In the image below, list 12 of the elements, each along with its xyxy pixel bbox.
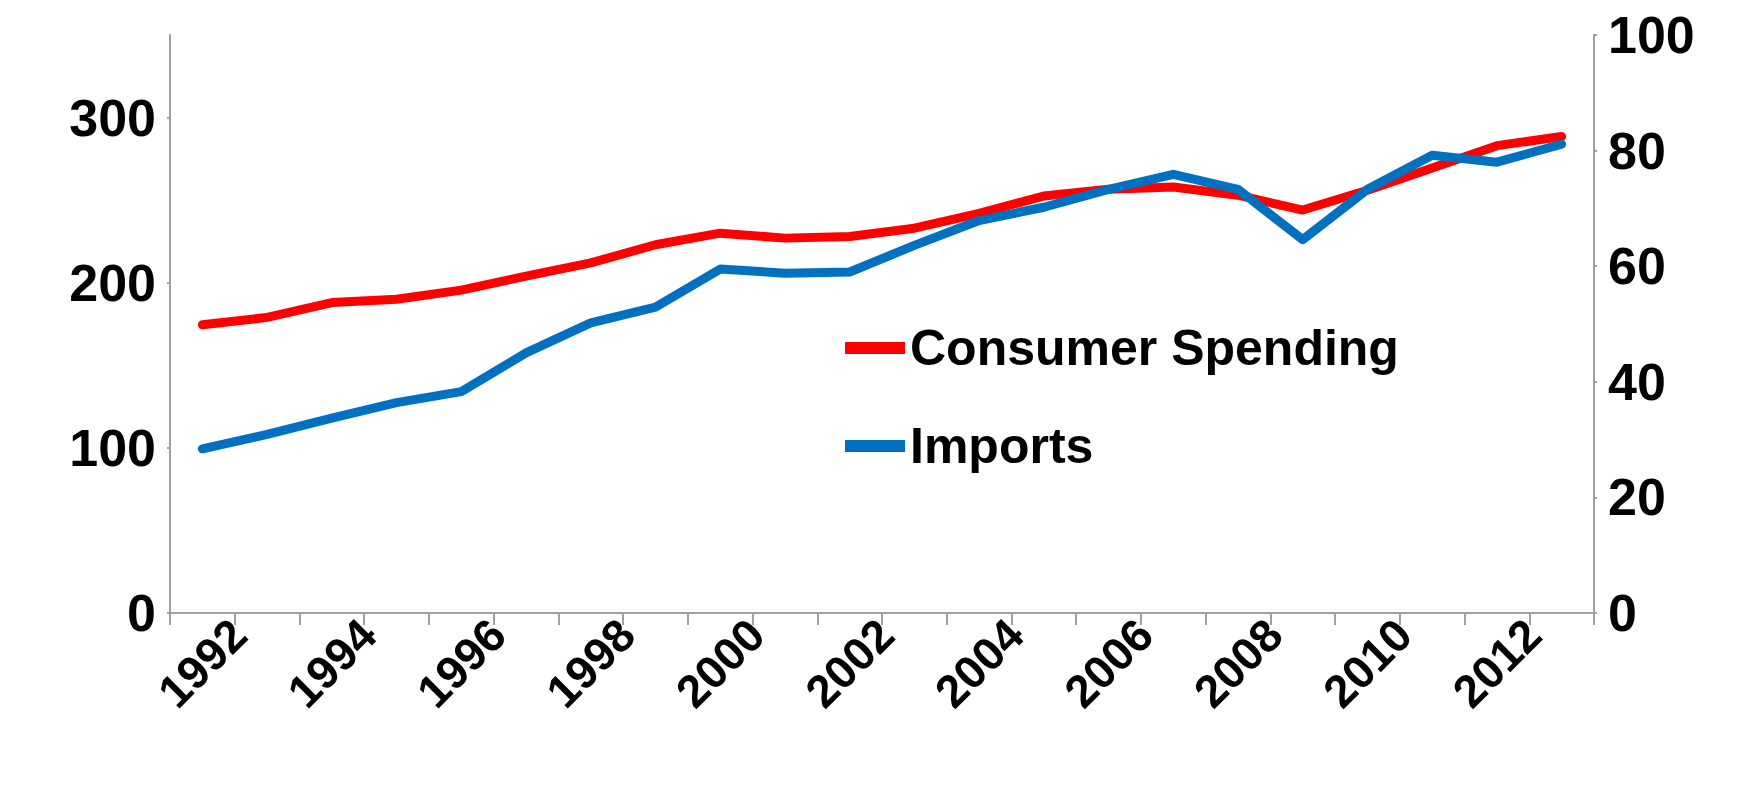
y2-tick-label: 60 [1608, 237, 1666, 296]
y2-tick-label: 40 [1608, 352, 1666, 411]
y2-tick-label: 20 [1608, 468, 1666, 527]
legend-label: Consumer Spending [910, 320, 1399, 376]
legend-label: Imports [910, 418, 1094, 474]
y2-tick-label: 80 [1608, 121, 1666, 180]
y2-tick-label: 100 [1608, 6, 1695, 64]
y-tick-label: 0 [127, 584, 156, 642]
y-tick-label: 300 [69, 88, 156, 147]
y-tick-label: 200 [69, 253, 156, 312]
y-tick-label: 100 [69, 418, 156, 477]
y2-tick-label: 0 [1608, 584, 1637, 642]
